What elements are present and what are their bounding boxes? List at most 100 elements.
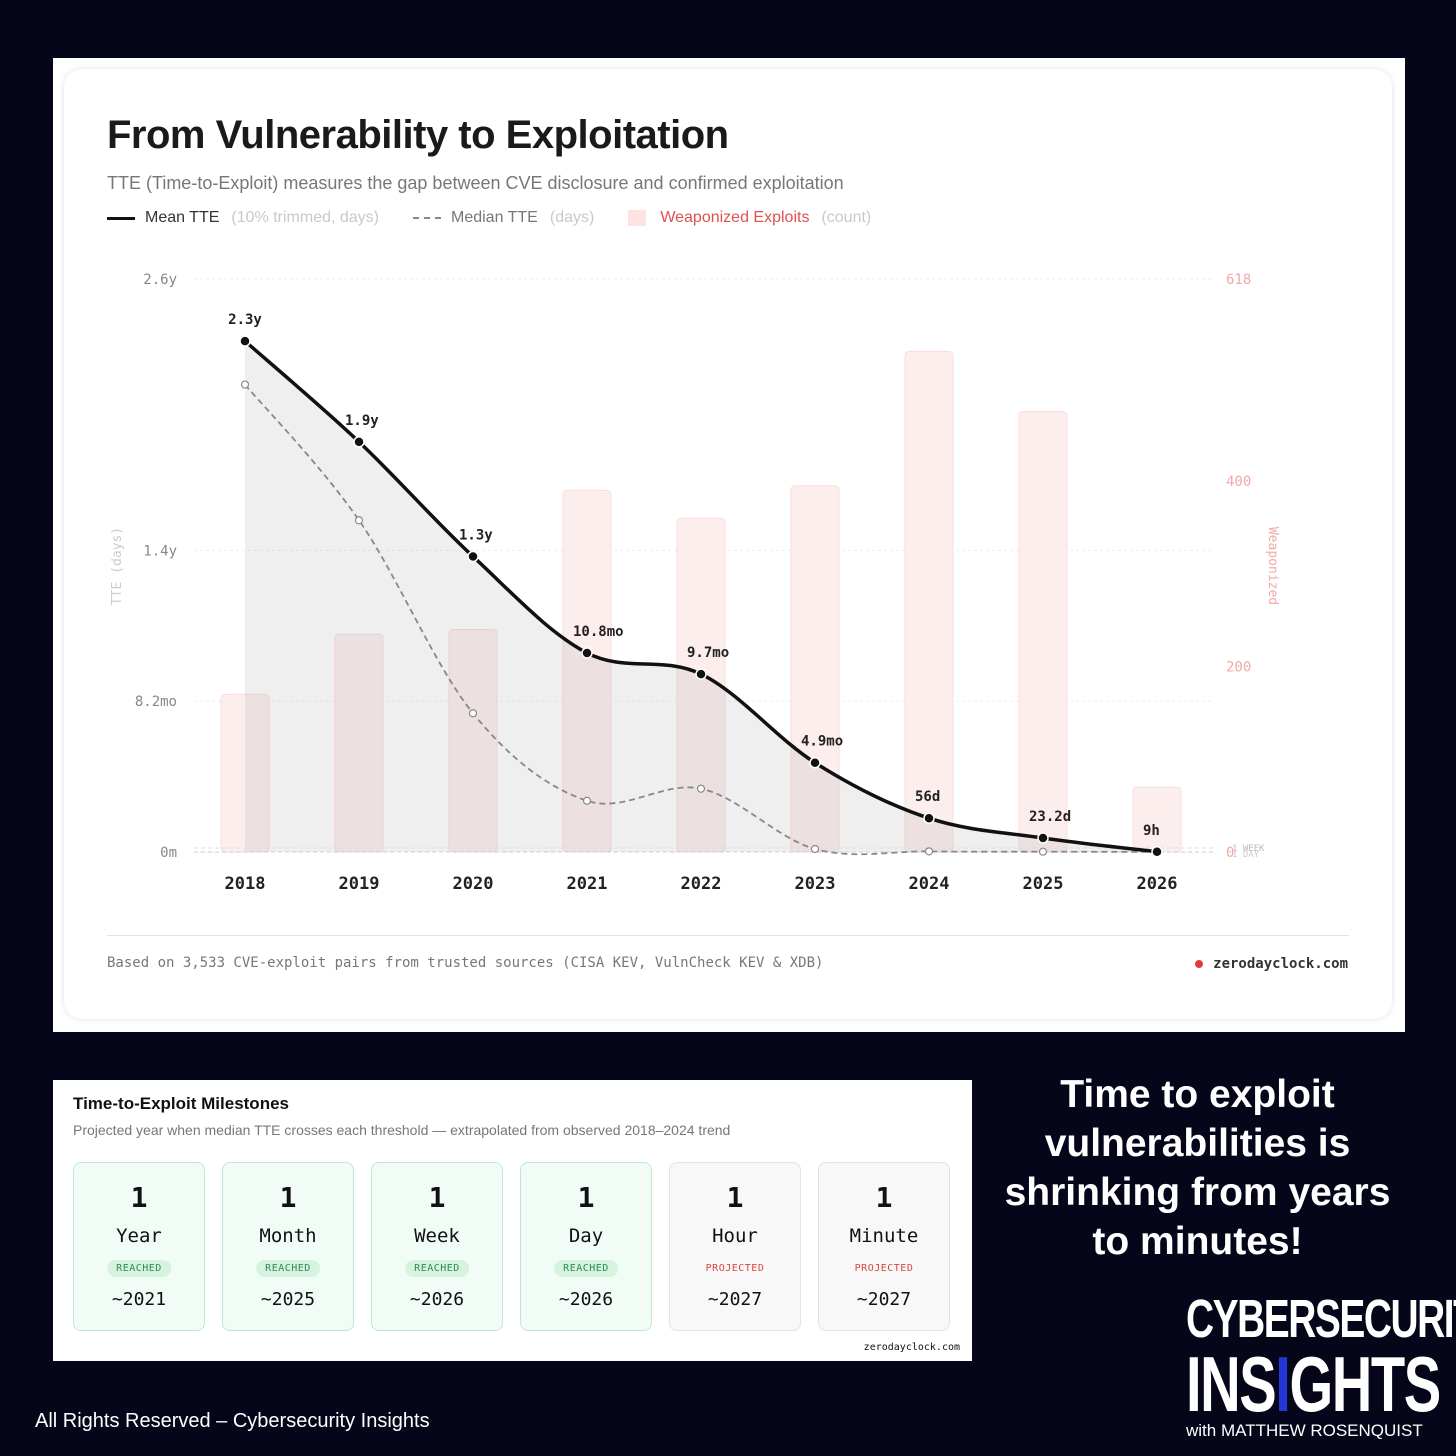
mean-label-2024: 56d xyxy=(915,789,940,805)
mean-area xyxy=(245,341,1157,852)
mean-line xyxy=(243,339,1158,854)
tte-chart: 2.3y 1.9y 1.3y 10.8mo 9.7mo 4.9mo 56d 23.2d 9h 2.… xyxy=(110,272,1280,894)
milestone-num: 1 xyxy=(875,1181,893,1214)
milestone-year: ~2026 xyxy=(409,1289,465,1310)
legend-median-note: (days) xyxy=(549,209,595,226)
mean-point-2026 xyxy=(1151,846,1163,858)
milestone-unit: Month xyxy=(259,1225,317,1247)
milestone-unit: Day xyxy=(568,1225,604,1247)
milestone-num: 1 xyxy=(279,1181,297,1214)
milestone-num: 1 xyxy=(726,1181,744,1214)
y-tick-0: 2.6y xyxy=(143,272,177,288)
legend-weaponized-swatch xyxy=(628,210,647,226)
mean-point-2023 xyxy=(809,756,821,769)
brand-line2b: I xyxy=(1275,1340,1291,1428)
legend-median-label: Median TTE xyxy=(451,209,538,226)
legend-mean: Mean TTE (10% trimmed, days) xyxy=(107,209,379,227)
milestone-card-hour: 1 Hour PROJECTED ~2027 xyxy=(669,1162,801,1331)
site-dot-icon xyxy=(1195,960,1204,968)
mean-label-2025: 23.2d xyxy=(1029,809,1071,825)
milestone-card-minute: 1 Minute PROJECTED ~2027 xyxy=(818,1162,950,1331)
chart-site[interactable]: zerodayclock.com xyxy=(1195,956,1348,972)
milestone-status-badge: REACHED xyxy=(256,1260,320,1277)
brand-line1: CYBERSECURITY xyxy=(1186,1289,1456,1349)
legend-mean-label: Mean TTE xyxy=(145,209,220,226)
bar-weaponized-2020 xyxy=(448,628,498,853)
median-point-2022 xyxy=(696,784,706,793)
milestone-card-month: 1 Month REACHED ~2025 xyxy=(222,1162,354,1331)
milestone-year: ~2027 xyxy=(856,1289,912,1310)
bar-weaponized-2025 xyxy=(1018,411,1068,853)
milestone-status-badge: PROJECTED xyxy=(705,1263,765,1274)
mean-label-2021: 10.8mo xyxy=(573,624,624,640)
mean-label-2018: 2.3y xyxy=(228,312,262,328)
rights-notice: All Rights Reserved – Cybersecurity Insi… xyxy=(35,1410,430,1432)
legend-median-swatch xyxy=(413,217,441,219)
mean-label-2026: 9h xyxy=(1143,823,1160,839)
brand-line2a: INS xyxy=(1186,1340,1277,1428)
x-tick-2019: 2019 xyxy=(339,874,380,894)
x-tick-2025: 2025 xyxy=(1023,874,1064,894)
milestone-year: ~2026 xyxy=(558,1289,614,1310)
median-point-2024 xyxy=(924,847,934,856)
brand-line3: with MATTHEW ROSENQUIST xyxy=(1186,1421,1423,1440)
median-point-2021 xyxy=(582,796,592,805)
milestone-year: ~2021 xyxy=(111,1289,167,1310)
milestone-status-badge: REACHED xyxy=(405,1260,469,1277)
legend-mean-swatch xyxy=(107,216,135,220)
x-tick-2026: 2026 xyxy=(1137,874,1178,894)
milestone-num: 1 xyxy=(130,1181,148,1214)
x-tick-2023: 2023 xyxy=(795,874,836,894)
y2-axis-title: Weaponized xyxy=(1265,527,1280,605)
milestones-panel: Time-to-Exploit Milestones Projected yea… xyxy=(53,1080,972,1361)
mean-label-2019: 1.9y xyxy=(345,413,379,429)
bar-weaponized-2024 xyxy=(904,350,954,853)
legend-weaponized-note: (count) xyxy=(821,209,872,226)
x-tick-2024: 2024 xyxy=(909,874,950,894)
x-tick-2021: 2021 xyxy=(567,874,608,894)
milestone-cards: 1 Year REACHED ~2021 1 Month REACHED ~2025 1 Week… xyxy=(73,1162,967,1331)
median-point-2025 xyxy=(1038,847,1048,856)
tagline: Time to exploit vulnerabilities is shrin… xyxy=(1004,1073,1391,1263)
chart-title: From Vulnerability to Exploitation xyxy=(107,113,729,157)
milestones-site: zerodayclock.com xyxy=(863,1342,960,1353)
mean-point-2018 xyxy=(239,335,251,347)
x-tick-2018: 2018 xyxy=(225,874,266,894)
legend-weaponized: Weaponized Exploits (count) xyxy=(628,209,871,227)
milestone-status-badge: REACHED xyxy=(554,1260,618,1277)
y2-tick-0: 618 xyxy=(1226,272,1251,288)
milestone-card-week: 1 Week REACHED ~2026 xyxy=(371,1162,503,1331)
mean-point-2020 xyxy=(467,550,479,563)
mean-point-2019 xyxy=(353,436,365,448)
mean-point-2022 xyxy=(695,668,707,680)
milestone-num: 1 xyxy=(577,1181,595,1214)
x-tick-2020: 2020 xyxy=(453,874,494,894)
median-line xyxy=(244,383,1158,856)
legend-weaponized-label: Weaponized Exploits xyxy=(660,209,810,226)
chart-subtitle: TTE (Time-to-Exploit) measures the gap b… xyxy=(107,173,844,193)
milestone-unit: Week xyxy=(414,1225,460,1247)
bar-weaponized-2026 xyxy=(1132,786,1182,853)
y2-label-week: 1 WEEK xyxy=(1232,844,1265,854)
chart-footnote: Based on 3,533 CVE-exploit pairs from tr… xyxy=(107,955,824,971)
y2-label-day: 1 DAY xyxy=(1232,850,1260,860)
chart-panel: From Vulnerability to Exploitation TTE (… xyxy=(53,58,1405,1032)
median-point-2020 xyxy=(468,709,478,718)
mean-point-2021 xyxy=(581,647,593,659)
y2-tick-2: 200 xyxy=(1226,660,1251,676)
mean-label-2020: 1.3y xyxy=(459,527,493,543)
y-tick-2: 8.2mo xyxy=(135,694,177,710)
legend-median: Median TTE (days) xyxy=(413,209,594,227)
milestone-unit: Year xyxy=(116,1225,162,1247)
chart-legend: Mean TTE (10% trimmed, days) Median TTE … xyxy=(107,209,905,227)
median-point-2019 xyxy=(354,516,364,525)
milestones-subtitle: Projected year when median TTE crosses e… xyxy=(73,1122,731,1138)
milestone-status-badge: PROJECTED xyxy=(854,1263,914,1274)
y2-tick-1: 400 xyxy=(1226,474,1251,490)
brand-line2: INSIGHTS xyxy=(1186,1345,1441,1423)
chart-card: From Vulnerability to Exploitation TTE (… xyxy=(64,69,1392,1019)
milestone-num: 1 xyxy=(428,1181,446,1214)
milestone-year: ~2027 xyxy=(707,1289,763,1310)
mean-point-2025 xyxy=(1037,832,1049,844)
legend-mean-note: (10% trimmed, days) xyxy=(231,209,379,226)
